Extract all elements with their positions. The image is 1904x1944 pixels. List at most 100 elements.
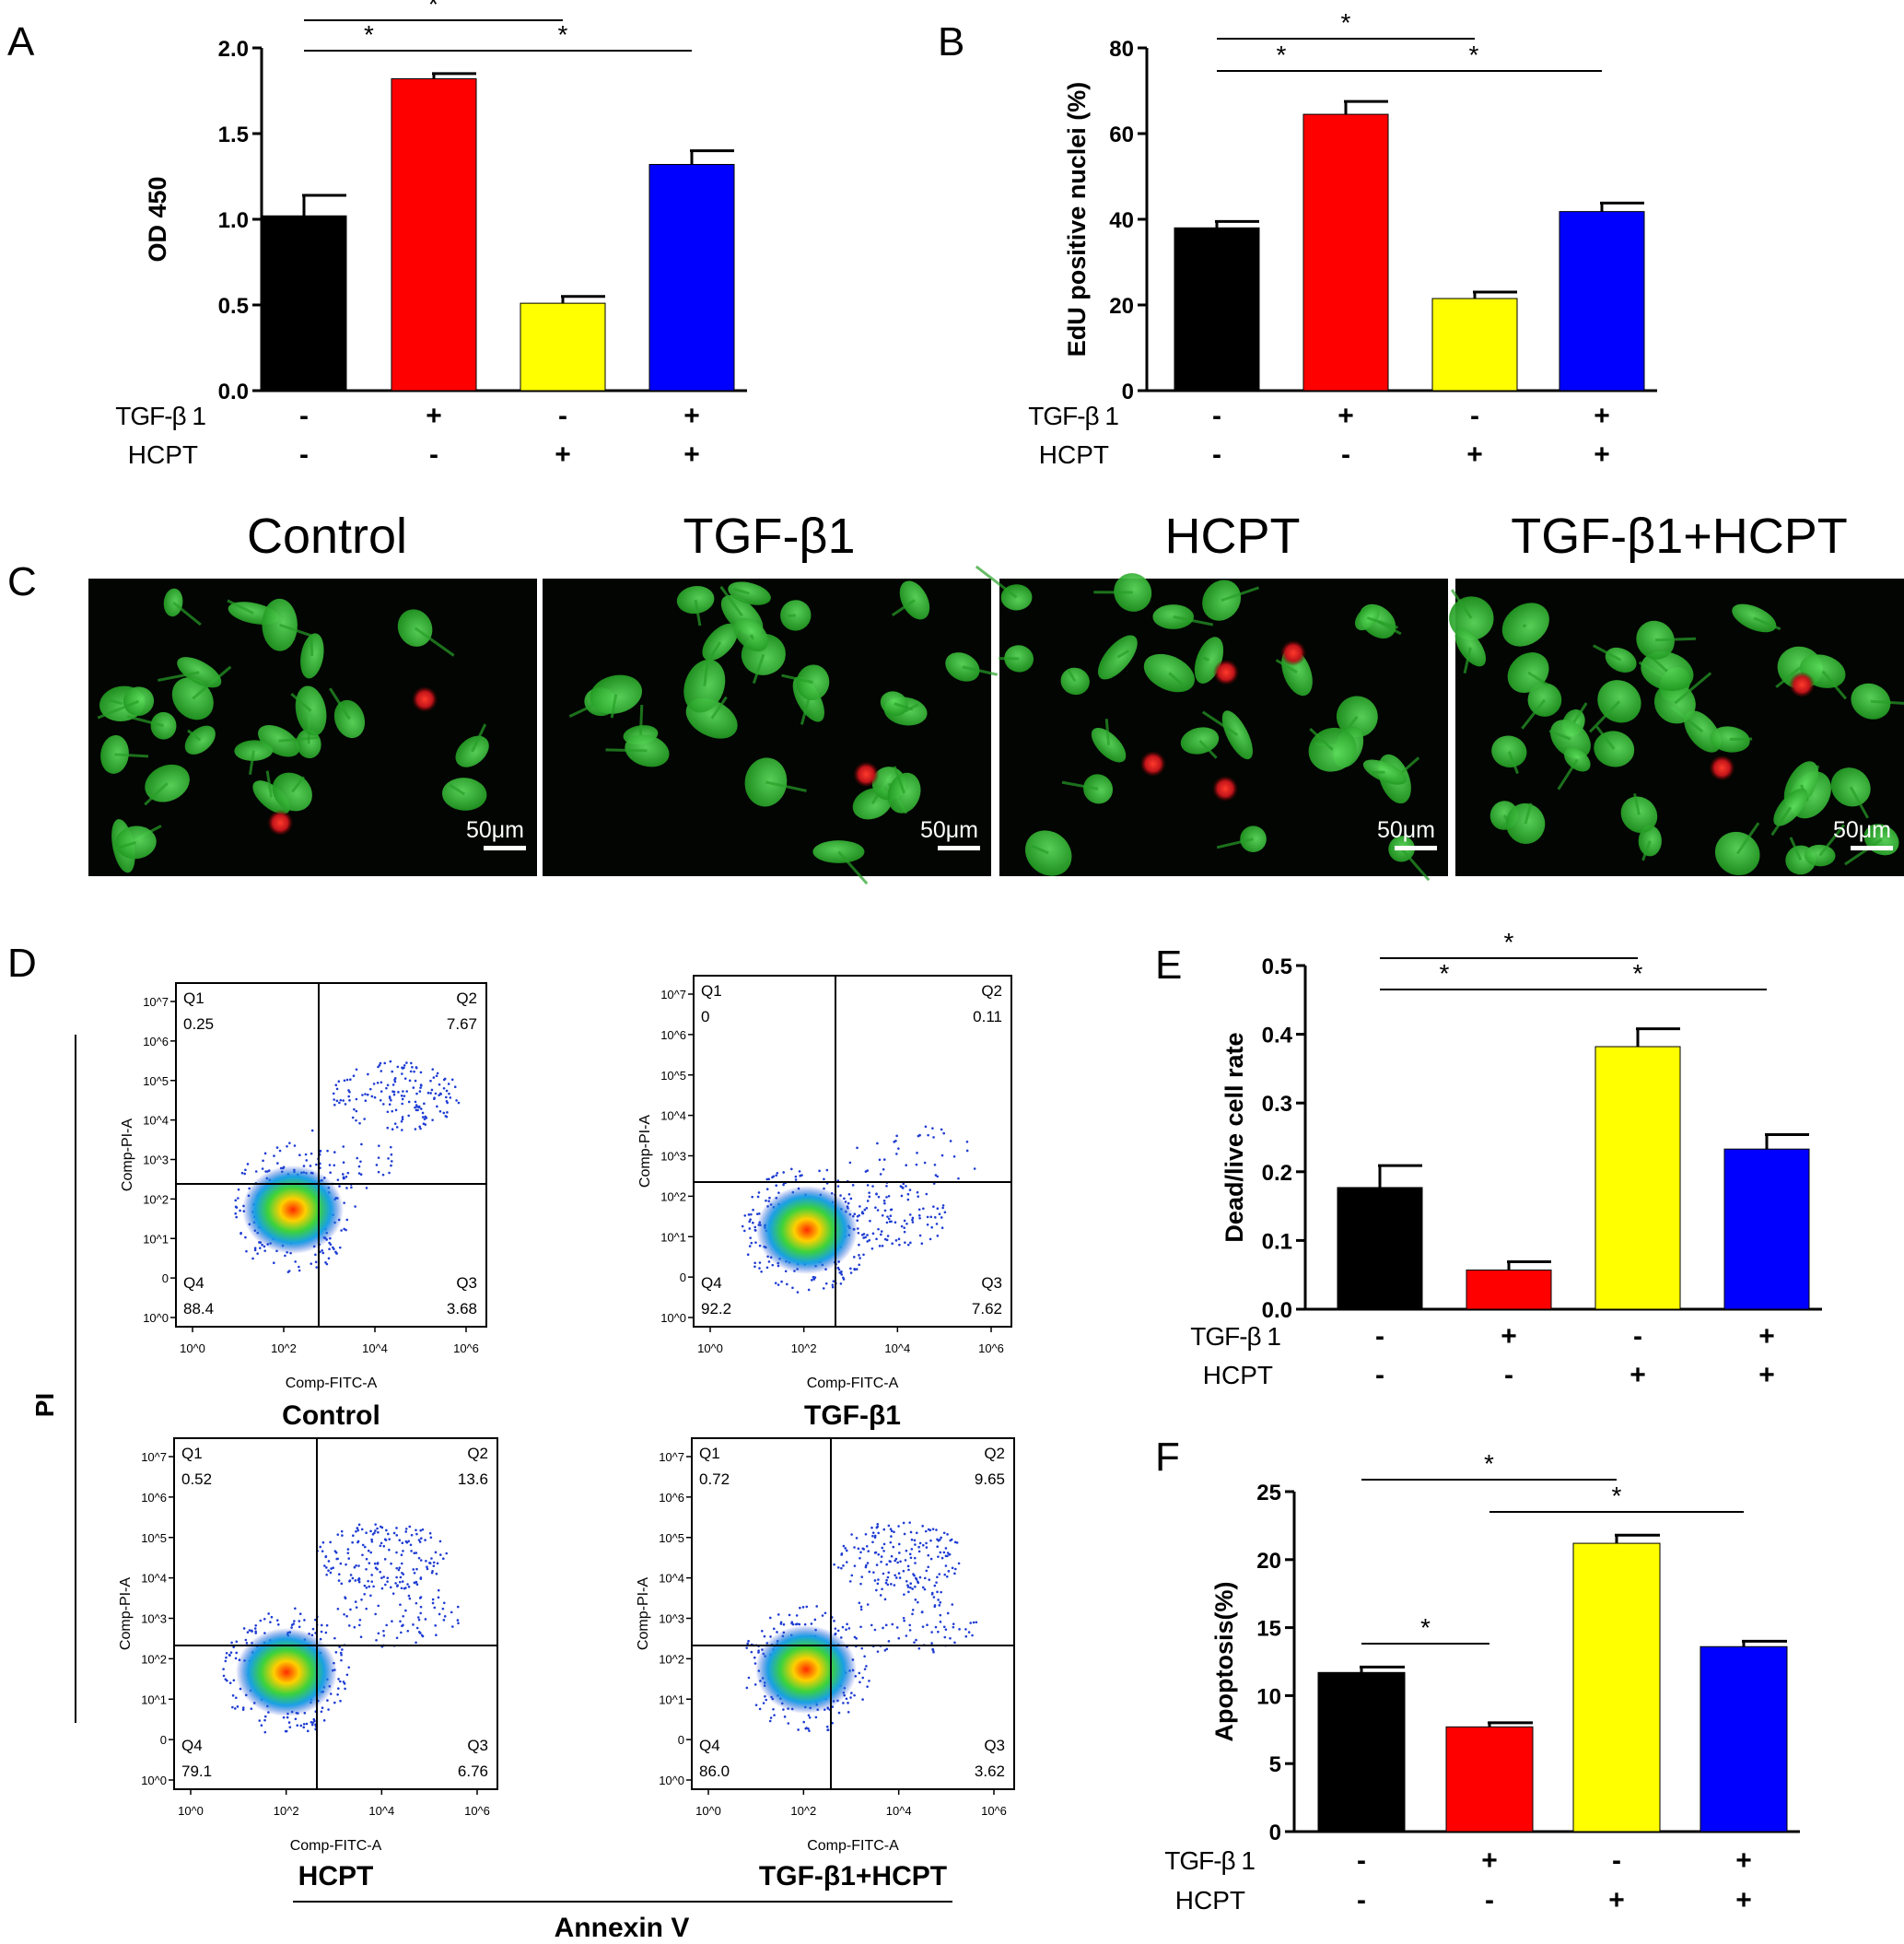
event-dot [837,1268,841,1271]
y-tick-label: 5 [1269,1752,1281,1777]
event-dot [889,1214,893,1218]
event-dot [933,1584,937,1587]
flow-y-tick-label: 10^2 [660,1189,686,1203]
event-dot [805,1727,808,1729]
event-dot [898,1243,901,1247]
event-dot [294,1607,297,1610]
event-dot [236,1705,239,1708]
event-dot [880,1233,882,1236]
event-dot [866,1240,870,1243]
event-dot [251,1257,254,1260]
event-dot [384,1583,387,1587]
event-dot [401,1541,404,1545]
event-dot [849,1267,852,1271]
event-dot [392,1531,396,1535]
tgf-row-label: TGF-β 1 [1164,1846,1255,1875]
event-dot [334,1083,338,1087]
event-dot [777,1283,780,1286]
event-dot [442,1111,446,1115]
flow-y-channel: Comp-PI-A [120,1118,135,1191]
event-dot [431,1598,435,1601]
event-dot [337,1687,340,1690]
cell-process [187,729,202,742]
event-dot [431,1118,434,1121]
event-dot [428,1531,432,1535]
event-dot [885,1196,888,1199]
cell [1638,826,1662,857]
flow-y-channel: Comp-PI-A [636,1577,651,1650]
event-dot [314,1260,318,1264]
event-dot [244,1235,247,1239]
event-dot [423,1102,426,1106]
event-dot [390,1160,393,1163]
event-dot [772,1627,776,1631]
edu-nucleus [1709,755,1735,781]
event-dot [387,1532,390,1536]
event-dot [235,1215,238,1219]
event-dot [324,1555,328,1559]
event-dot [430,1557,433,1560]
event-dot [388,1538,391,1540]
flow-plot-hcpt: 10^7 10^6 10^5 10^4 10^3 10^2 10^1 0 10^0 10^0 10^… [118,1437,498,1891]
event-dot [942,1531,946,1535]
event-dot [903,1230,906,1234]
event-dot [321,1248,323,1252]
event-dot [397,1091,400,1094]
event-dot [404,1530,408,1533]
event-dot [426,1091,430,1095]
event-dot [344,1103,347,1106]
event-dot [435,1634,438,1637]
event-dot [790,1621,794,1623]
event-dot [340,1529,344,1533]
y-tick-label: 0.0 [218,380,249,404]
event-dot [388,1548,391,1552]
event-dot [354,1205,356,1208]
event-dot [337,1678,340,1681]
quadrant-label: Q2 [981,982,1002,1000]
event-dot [915,1638,917,1642]
event-dot [357,1165,361,1168]
event-dot [424,1539,426,1541]
event-dot [335,1099,339,1103]
event-dot [365,1557,368,1561]
event-dot [413,1581,416,1585]
event-dot [360,1142,363,1146]
event-dot [849,1197,853,1200]
y-tick-label: 0 [1122,380,1134,404]
event-dot [442,1601,446,1605]
event-dot [918,1216,921,1220]
event-dot [310,1129,314,1132]
event-dot [798,1170,801,1173]
event-dot [894,1221,897,1224]
event-dot [887,1194,891,1198]
event-dot [409,1070,413,1073]
event-dot [388,1103,391,1107]
event-dot [745,1686,749,1690]
event-dot [232,1645,236,1649]
event-dot [413,1070,415,1073]
event-dot [304,1153,308,1156]
event-dot [952,1622,955,1625]
event-dot [909,1582,913,1585]
event-dot [353,1625,356,1629]
event-dot [239,1232,242,1235]
significance-star: * [1612,1481,1622,1510]
hcpt-row-label: HCPT [1203,1361,1273,1389]
event-dot [750,1212,753,1216]
event-dot [935,1223,939,1225]
event-dot [350,1186,353,1189]
event-dot [322,1719,326,1722]
flow-y-tick-label: 10^4 [659,1572,684,1586]
event-dot [904,1241,906,1244]
event-dot [875,1192,878,1196]
event-dot [914,1543,917,1546]
event-dot [768,1719,772,1723]
cell-process [107,698,123,706]
event-dot [855,1537,859,1540]
event-dot [410,1550,413,1552]
event-dot [932,1650,935,1654]
event-dot [949,1140,952,1142]
event-dot [842,1544,846,1548]
event-dot [408,1079,412,1083]
density-hotspot [236,1628,337,1716]
